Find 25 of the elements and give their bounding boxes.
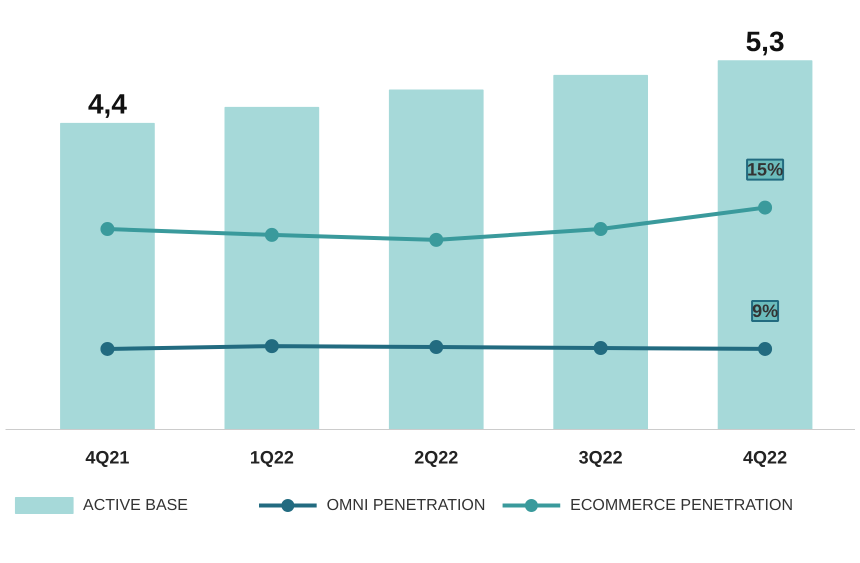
x-tick-label: 4Q21	[85, 448, 130, 468]
point	[758, 342, 772, 356]
bar	[553, 74, 648, 430]
x-tick-label: 2Q22	[414, 448, 458, 468]
bar	[60, 122, 155, 430]
x-tick-label: 4Q22	[743, 448, 788, 468]
legend-label: OMNI PENETRATION	[326, 497, 486, 514]
bar	[388, 90, 484, 430]
point	[100, 342, 114, 356]
data-label: 5,3	[746, 26, 785, 57]
bar	[224, 106, 320, 430]
point	[758, 200, 772, 215]
data-label: 4,4	[88, 88, 128, 120]
legend-label: ECOMMERCE PENETRATION	[570, 497, 794, 514]
legend-label: ACTIVE BASE	[83, 497, 188, 514]
x-tick-label: 3Q22	[578, 448, 623, 468]
x-tick-label: 1Q22	[250, 448, 294, 468]
bar	[718, 60, 812, 430]
point	[594, 341, 608, 355]
point	[429, 232, 444, 247]
point	[594, 222, 608, 236]
point	[264, 228, 279, 242]
point	[264, 339, 279, 354]
point	[429, 340, 444, 354]
point	[100, 222, 114, 236]
